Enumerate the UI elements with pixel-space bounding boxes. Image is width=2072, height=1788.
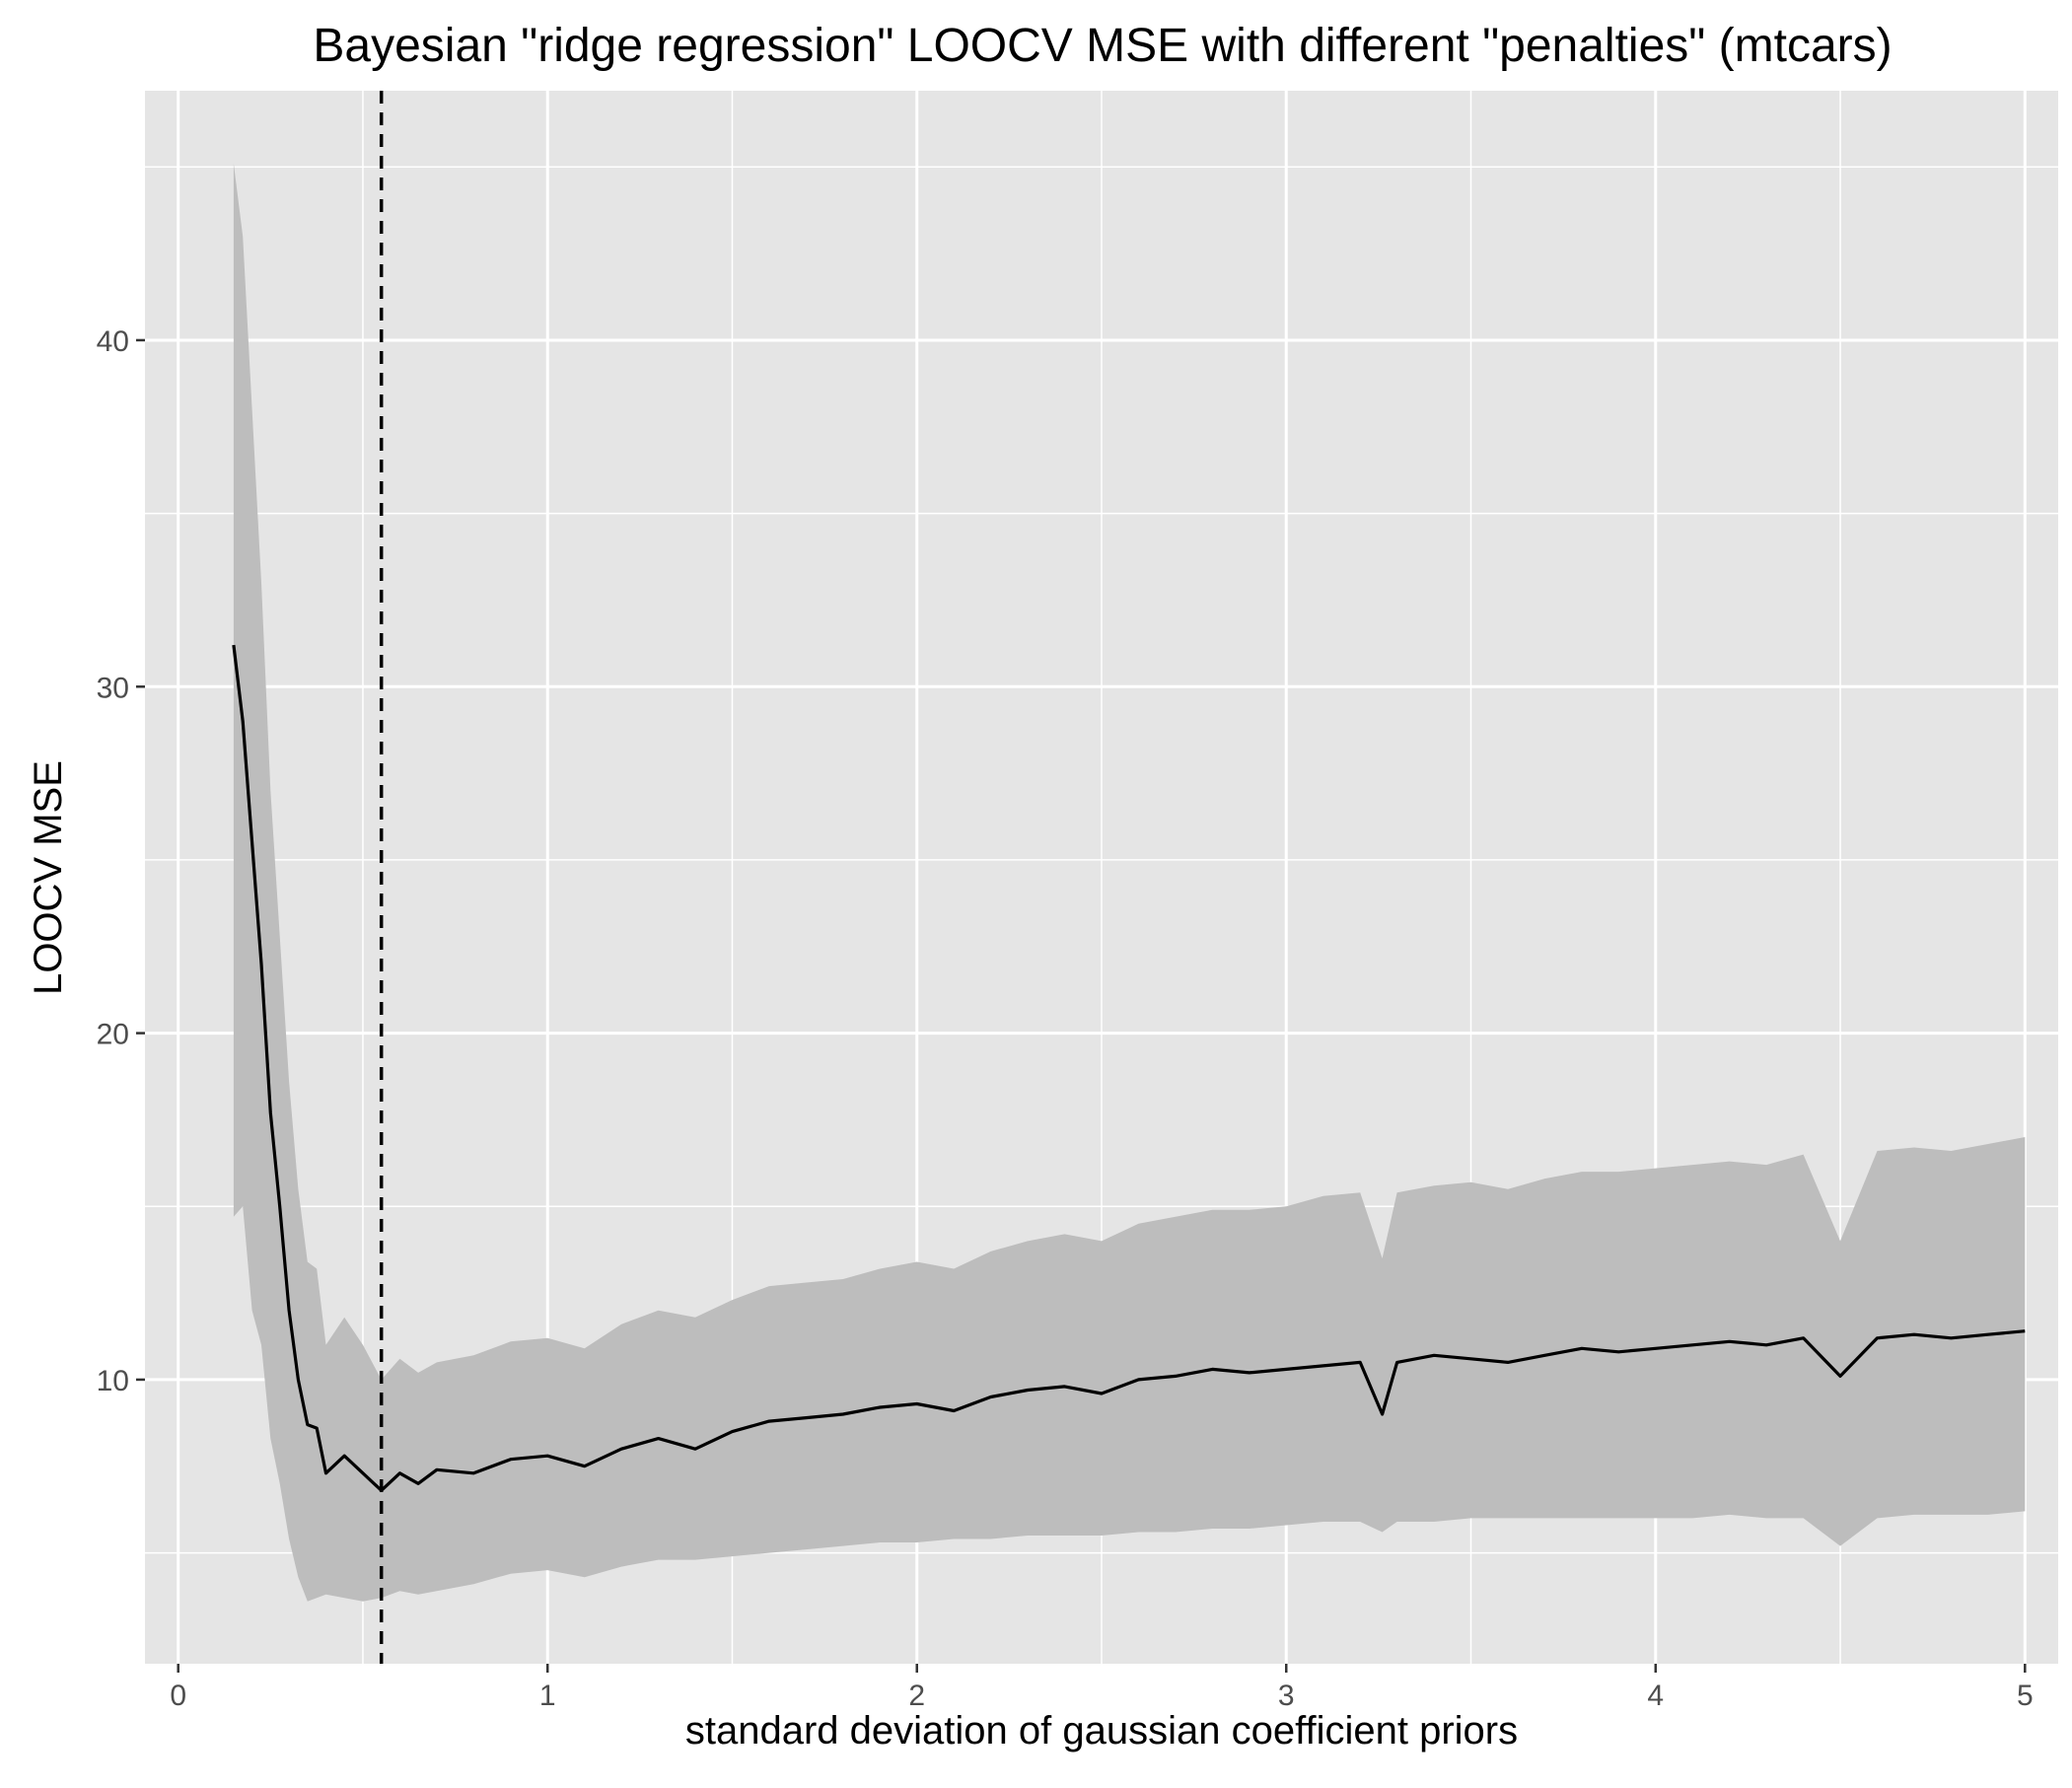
- y-tick-label: 30: [97, 672, 129, 704]
- major-gridlines: [145, 91, 2058, 1664]
- mse-line: [232, 644, 2026, 1492]
- y-axis: 10 20 30 40: [97, 325, 145, 1397]
- y-tick-label: 40: [97, 325, 129, 358]
- x-axis: 0 1 2 3 4 5: [170, 1664, 2034, 1712]
- y-tick-label: 10: [97, 1365, 129, 1397]
- x-axis-title: standard deviation of gaussian coefficie…: [685, 1709, 1518, 1752]
- x-tick-label: 2: [908, 1680, 925, 1712]
- confidence-ribbon: [233, 163, 2026, 1602]
- y-tick-label: 20: [97, 1019, 129, 1051]
- x-tick-label: 5: [2017, 1680, 2034, 1712]
- y-axis-title: LOOCV MSE: [27, 760, 70, 995]
- x-tick-label: 3: [1278, 1680, 1295, 1712]
- x-tick-label: 4: [1647, 1680, 1664, 1712]
- chart-title: Bayesian "ridge regression" LOOCV MSE wi…: [313, 20, 1892, 72]
- x-tick-label: 0: [170, 1680, 186, 1712]
- x-tick-label: 1: [539, 1680, 556, 1712]
